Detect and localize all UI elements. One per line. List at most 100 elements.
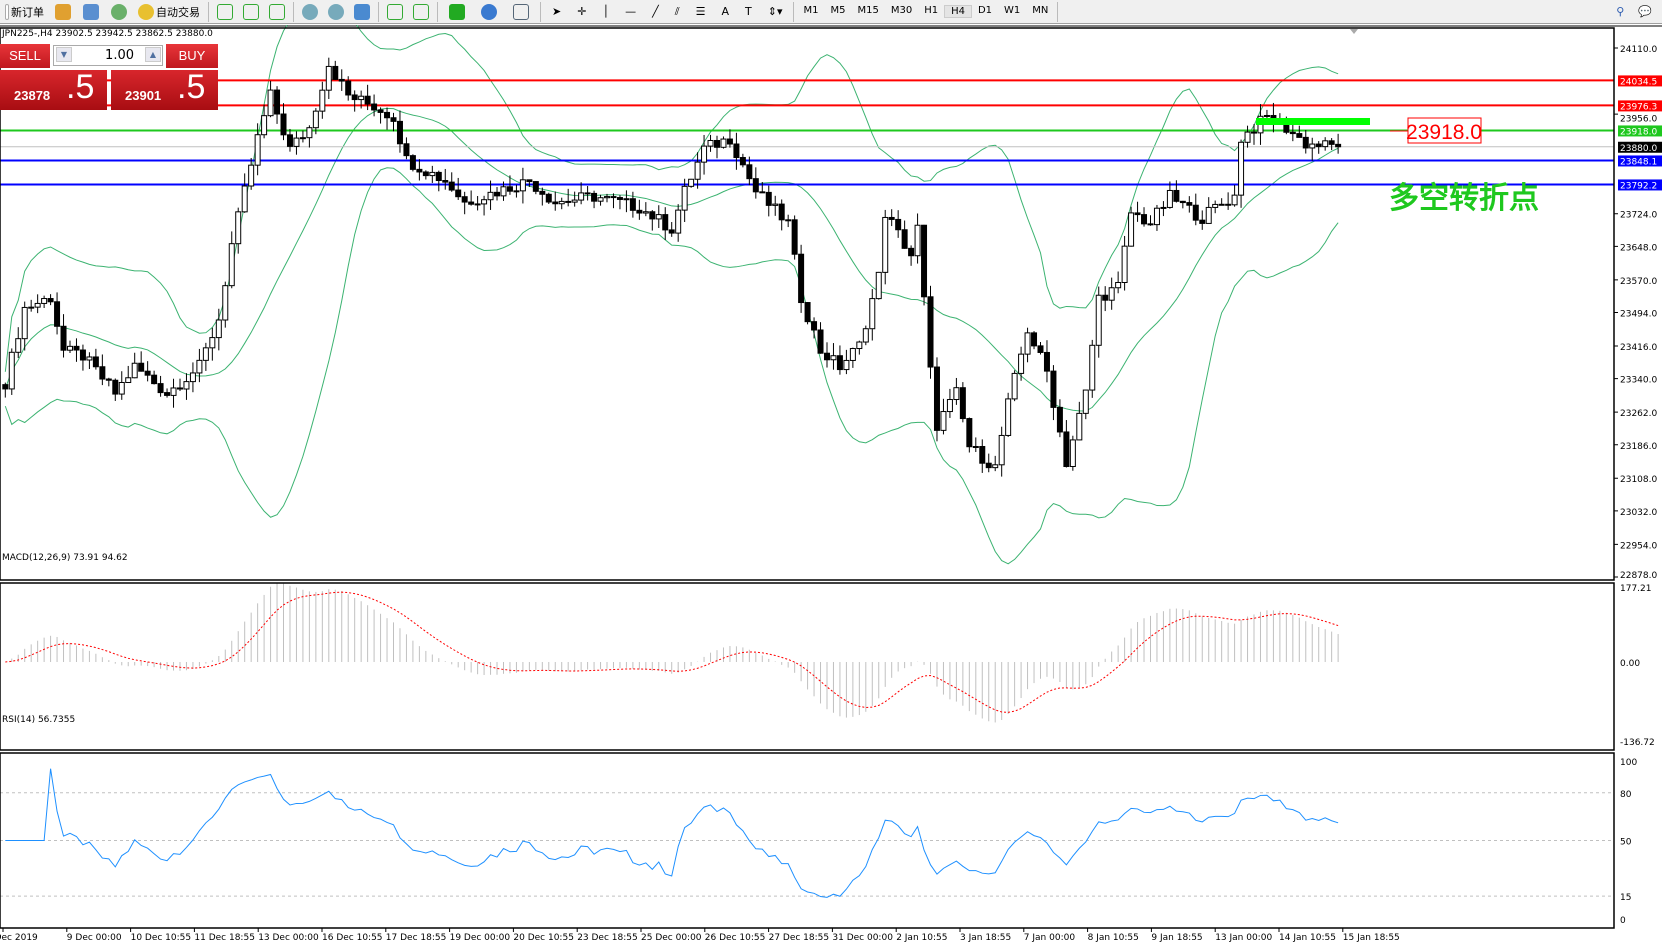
- bull-candle: [293, 137, 300, 147]
- time-axis-label: 2 Jan 10:55: [896, 933, 947, 943]
- text-icon[interactable]: A: [721, 5, 729, 18]
- bull-candle: [118, 381, 125, 395]
- rsi-pane: [0, 768, 1614, 898]
- horizontal-line-icon[interactable]: —: [625, 5, 637, 18]
- new-order-button[interactable]: 新订单: [0, 1, 49, 23]
- pane-frame-2: [0, 752, 1615, 929]
- timeframe-m5[interactable]: M5: [830, 5, 846, 16]
- zoom-in-icon[interactable]: [302, 3, 318, 20]
- zoom-out-icon[interactable]: [328, 3, 344, 20]
- line-chart-icon[interactable]: [269, 3, 285, 20]
- candle-chart-icon[interactable]: [243, 3, 259, 20]
- separator: [378, 1, 379, 22]
- bear-candle: [377, 109, 384, 113]
- bear-candle: [468, 201, 475, 205]
- sell-button[interactable]: SELL: [0, 44, 50, 68]
- auto-scroll-icon[interactable]: [387, 3, 403, 20]
- bull-candle: [914, 224, 921, 257]
- crosshair-icon[interactable]: ✛: [577, 5, 587, 18]
- separator: [208, 1, 209, 22]
- signal-icon[interactable]: [111, 3, 127, 20]
- time-axis-label: 16 Dec 10:55: [322, 933, 383, 943]
- time-axis-label: 31 Dec 00:00: [832, 933, 893, 943]
- buy-price-button[interactable]: 23901 .5: [111, 68, 218, 110]
- cloud-icon[interactable]: [83, 3, 99, 20]
- chart-shift-marker[interactable]: [1350, 29, 1358, 34]
- time-axis-label: 19 Dec 00:00: [450, 933, 511, 943]
- macd-axis-label: 177.21: [1620, 584, 1652, 594]
- bull-candle: [940, 411, 947, 431]
- tile-windows-icon[interactable]: [354, 3, 370, 20]
- time-axis-label: 15 Jan 18:55: [1343, 933, 1400, 943]
- bull-candle: [1309, 143, 1316, 149]
- chart-window[interactable]: 24034.5 23976.3 23918.0 23880.0 23848.1 23792…: [0, 25, 1662, 947]
- bear-candle: [157, 383, 164, 394]
- auto-trading-button[interactable]: 自动交易: [133, 1, 205, 23]
- price-line-label: 23792.2: [1620, 181, 1657, 191]
- bear-candle: [927, 296, 934, 368]
- time-axis-label: 11 Dec 18:55: [194, 933, 255, 943]
- bear-candle: [921, 224, 928, 298]
- buy-price: 23901: [125, 88, 162, 103]
- timeframe-h4[interactable]: H4: [944, 5, 972, 18]
- cursor-icon[interactable]: ➤: [552, 5, 562, 18]
- bear-candle: [345, 80, 352, 96]
- timeframe-w1[interactable]: W1: [1004, 5, 1021, 16]
- time-axis-label: 26 Dec 10:55: [705, 933, 766, 943]
- text-label-icon[interactable]: T: [745, 5, 752, 18]
- lot-size-input[interactable]: 1.00: [53, 45, 163, 66]
- bar-chart-icon[interactable]: [217, 3, 233, 20]
- lot-decrease-icon[interactable]: ▼: [56, 47, 72, 62]
- bull-candle: [1166, 189, 1173, 208]
- lot-increase-icon[interactable]: ▲: [145, 47, 161, 62]
- price-line-label-bg: [1618, 75, 1662, 87]
- chart-header: JPN225-,H4 23902.5 23942.5 23862.5 23880…: [1, 29, 213, 39]
- rsi-axis-label: 100: [1620, 758, 1637, 768]
- time-axis-label: 13 Dec 00:00: [258, 933, 319, 943]
- timeframe-m1[interactable]: M1: [803, 5, 819, 16]
- price-axis-label: 22878.0: [1620, 571, 1657, 581]
- chat-icon[interactable]: 💬: [1638, 5, 1652, 18]
- bear-candle: [1186, 202, 1193, 206]
- rsi-axis-label: 80: [1620, 790, 1632, 800]
- timeframe-mn[interactable]: MN: [1032, 5, 1049, 16]
- bear-candle: [1141, 214, 1148, 225]
- bear-candle: [901, 229, 908, 249]
- bull-candle: [571, 199, 578, 203]
- bear-candle: [332, 65, 339, 80]
- bull-candle: [1018, 353, 1025, 374]
- templates-icon[interactable]: [513, 3, 529, 20]
- bull-candle: [953, 387, 960, 401]
- bear-candle: [1050, 370, 1057, 408]
- indicators-icon[interactable]: [449, 3, 465, 20]
- trendline-icon[interactable]: ╱: [652, 5, 659, 18]
- timeframe-d1[interactable]: D1: [977, 5, 993, 16]
- bear-candle: [138, 362, 145, 372]
- bull-candle: [222, 285, 229, 321]
- bear-candle: [759, 191, 766, 194]
- timeframe-m15[interactable]: M15: [857, 5, 879, 16]
- separator: [1057, 1, 1059, 22]
- price-line-label: 23848.1: [1620, 157, 1657, 167]
- price-axis-label: 23186.0: [1620, 442, 1657, 452]
- arrows-icon[interactable]: ⇕▾: [767, 5, 783, 18]
- bull-candle: [8, 351, 15, 390]
- vertical-line-icon[interactable]: │: [602, 5, 610, 18]
- bear-candle: [532, 181, 539, 192]
- metaeditor-icon[interactable]: [55, 3, 71, 20]
- bear-candle: [1179, 200, 1186, 204]
- sell-price-button[interactable]: 23878 .5: [0, 68, 107, 110]
- periods-clock-icon[interactable]: [481, 3, 497, 20]
- main-price-pane: [0, 25, 1614, 565]
- channel-icon[interactable]: ⫽: [674, 4, 680, 18]
- search-icon[interactable]: ⚲: [1616, 5, 1625, 18]
- timeframe-h1[interactable]: H1: [924, 5, 939, 16]
- buy-button[interactable]: BUY: [166, 44, 218, 68]
- chart-shift-icon[interactable]: [413, 3, 429, 20]
- bear-candle: [364, 95, 371, 105]
- timeframe-m30[interactable]: M30: [890, 5, 913, 16]
- bear-candle: [591, 192, 598, 202]
- bull-candle: [869, 298, 876, 330]
- fibonacci-icon[interactable]: ☰: [695, 5, 706, 18]
- bull-candle: [299, 137, 306, 140]
